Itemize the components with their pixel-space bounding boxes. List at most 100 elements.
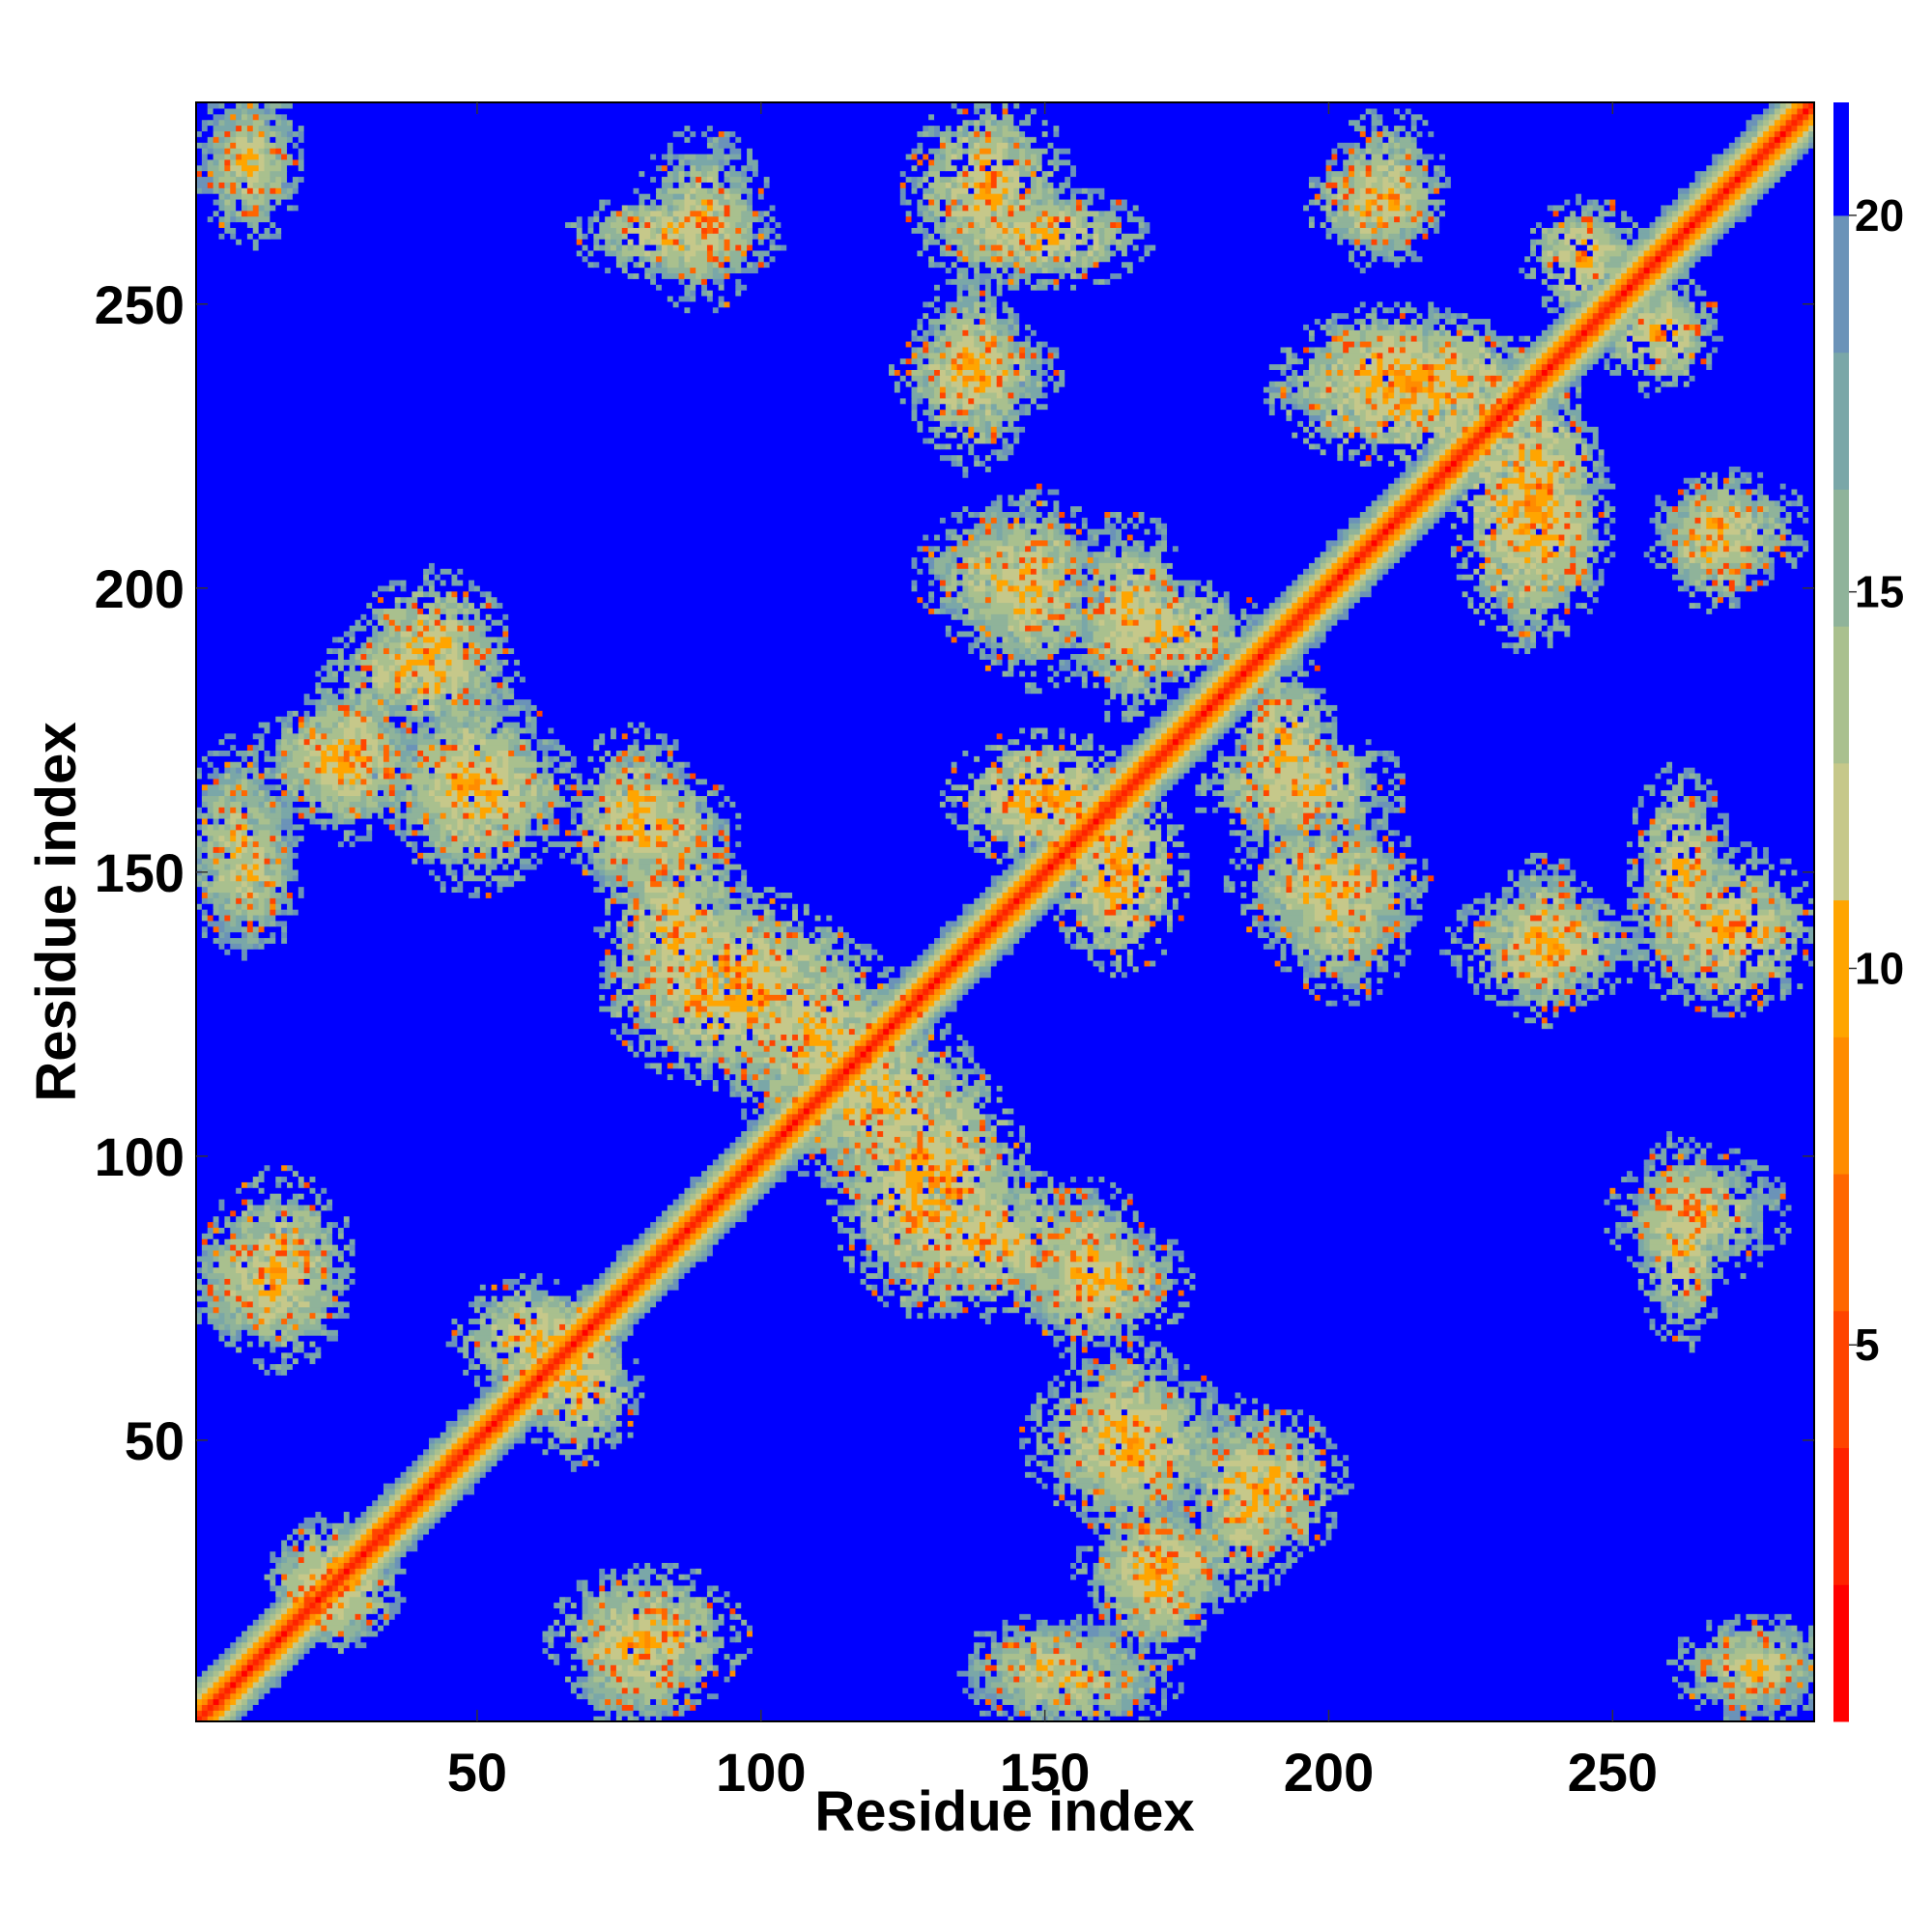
heatmap-cell-run <box>1098 1647 1111 1655</box>
heatmap-cell-run <box>1059 1692 1065 1700</box>
heatmap-cell-run <box>1041 1704 1049 1711</box>
heatmap-cell-run <box>1178 1539 1196 1547</box>
heatmap-cell-run <box>712 1659 731 1665</box>
heatmap-cell-run <box>582 1659 589 1665</box>
heatmap-cell-run <box>696 1687 702 1694</box>
heatmap-cell-run <box>434 1460 441 1466</box>
heatmap-cell-run <box>1025 1460 1032 1466</box>
heatmap-cell-run <box>287 1664 294 1671</box>
heatmap-cell-run <box>1081 1499 1089 1507</box>
heatmap-cell-run <box>457 1436 464 1444</box>
heatmap-cell-run <box>383 1584 390 1592</box>
heatmap-cell-run <box>383 1556 390 1563</box>
heatmap-cell-run <box>349 1562 356 1569</box>
heatmap-cell-run <box>473 1471 481 1478</box>
heatmap-cell-run <box>457 1408 469 1416</box>
heatmap-cell-run <box>309 1539 317 1547</box>
heatmap-cell-run <box>1110 1505 1117 1513</box>
heatmap-cell-run <box>644 1692 663 1700</box>
heatmap-cell-run <box>621 1692 645 1700</box>
heatmap-cell-run <box>559 1323 566 1330</box>
heatmap-cell-run <box>1030 1312 1043 1320</box>
heatmap-cell-run <box>984 1290 992 1296</box>
heatmap-cell-run <box>383 1568 390 1575</box>
heatmap-cell-run <box>980 1653 986 1660</box>
heatmap-cell-run <box>996 1710 1004 1717</box>
heatmap-cell-run <box>457 1483 464 1490</box>
heatmap-cell-run <box>1258 1483 1270 1490</box>
heatmap-cell-run <box>1808 1681 1815 1689</box>
heatmap-cell-run <box>451 1442 458 1450</box>
heatmap-cell-run <box>570 1408 578 1416</box>
heatmap-cell-run <box>349 1568 356 1575</box>
heatmap-cell-run <box>1110 1426 1117 1433</box>
heatmap-cell-run <box>1172 1596 1179 1604</box>
heatmap-cell-run <box>1201 1574 1208 1580</box>
heatmap-cell-run <box>1207 1607 1213 1614</box>
heatmap-cell-run <box>599 1460 1026 1466</box>
heatmap-cell-run <box>242 1284 254 1291</box>
heatmap-cell-run <box>536 1414 554 1421</box>
heatmap-cell-run <box>1728 1619 1742 1626</box>
heatmap-cell-run <box>1195 1545 1202 1552</box>
heatmap-cell-run <box>650 1641 663 1649</box>
heatmap-cell-run <box>1189 1505 1196 1513</box>
heatmap-cell-run <box>1126 1426 1146 1433</box>
heatmap-cell-run <box>378 1556 384 1563</box>
heatmap-cell-run <box>576 1290 594 1296</box>
heatmap-cell-run <box>1212 1574 1219 1580</box>
heatmap-cell-run <box>1235 1517 1242 1523</box>
heatmap-cell-run <box>1183 1488 1191 1495</box>
heatmap-cell-run <box>718 1692 969 1700</box>
heatmap-cell-run <box>508 1448 544 1456</box>
heatmap-cell-run <box>491 1397 498 1405</box>
heatmap-cell-run <box>1104 1704 1122 1711</box>
heatmap-cell-run <box>1121 1641 1128 1649</box>
heatmap-cell-run <box>696 1630 702 1637</box>
heatmap-cell-run <box>611 1346 617 1353</box>
heatmap-cell-run <box>615 1306 623 1314</box>
heatmap-cell-run <box>298 1641 305 1649</box>
heatmap-cell-run <box>542 1329 549 1336</box>
heatmap-cell-run <box>343 1511 351 1518</box>
heatmap-cell-run <box>1081 1306 1089 1314</box>
heatmap-cell-run <box>1722 1619 1730 1626</box>
heatmap-cell-run <box>1212 1505 1219 1513</box>
heatmap-cell-run <box>1314 1414 1815 1421</box>
heatmap-cell-run <box>1167 1471 1174 1478</box>
heatmap-cell-run <box>1677 1664 1685 1671</box>
heatmap-cell-run <box>984 1306 992 1314</box>
heatmap-cell-run <box>1144 1420 1162 1427</box>
heatmap-cell-run <box>639 1397 1037 1405</box>
heatmap-cell-run <box>412 1488 418 1495</box>
heatmap-cell-run <box>1132 1414 1140 1421</box>
heatmap-cell-run <box>1047 1460 1055 1466</box>
heatmap-cell-run <box>298 1625 305 1632</box>
heatmap-cell-run <box>1132 1625 1151 1632</box>
heatmap-cell-run <box>542 1426 549 1433</box>
heatmap-cell-run <box>378 1619 384 1626</box>
heatmap-cell-run <box>434 1511 441 1518</box>
heatmap-cell-run <box>559 1653 572 1660</box>
heatmap-cell-run <box>1734 1613 1742 1620</box>
heatmap-cell-run <box>1343 1460 1815 1466</box>
heatmap-cell-run <box>1207 1590 1213 1598</box>
heatmap-cell-run <box>1212 1408 1219 1416</box>
heatmap-cell-run <box>1223 1550 1231 1558</box>
heatmap-cell-run <box>1274 1574 1282 1580</box>
heatmap-cell-run <box>1155 1454 1162 1462</box>
heatmap-cell-run <box>644 1710 657 1717</box>
heatmap-cell-run <box>593 1664 600 1671</box>
heatmap-cell-run <box>1065 1454 1083 1462</box>
heatmap-cell-run <box>298 1607 305 1614</box>
heatmap-cell-run <box>1081 1300 1117 1308</box>
heatmap-cell-run <box>451 1505 1071 1513</box>
heatmap-cell-run <box>1126 1432 1134 1438</box>
heatmap-cell-run <box>321 1584 327 1592</box>
heatmap-cell-run <box>1013 1300 1020 1308</box>
heatmap-cell-run <box>1292 1539 1298 1547</box>
heatmap-cell-run <box>1070 1710 1077 1717</box>
heatmap-cell-run <box>1150 1369 1162 1376</box>
heatmap-cell-run <box>1308 1539 1321 1547</box>
heatmap-cell-run <box>378 1511 384 1518</box>
